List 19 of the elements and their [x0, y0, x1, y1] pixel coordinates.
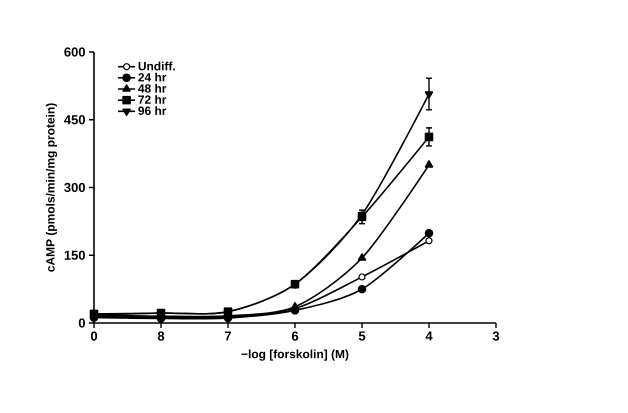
- y-tick-label: 300: [64, 182, 85, 192]
- legend-label: 48 hr: [138, 84, 166, 93]
- y-tick-label: 600: [64, 47, 85, 57]
- x-tick-label: 0: [90, 332, 98, 341]
- x-tick-label: 3: [492, 332, 500, 341]
- x-tick-label: 6: [292, 332, 298, 341]
- x-tick-label: 4: [426, 332, 433, 340]
- x-tick-label: 7: [224, 332, 232, 340]
- legend-label: 72 hr: [138, 95, 166, 104]
- legend-label: 24 hr: [138, 72, 166, 82]
- legend-label: 96 hr: [138, 106, 166, 115]
- legend-label: Undiff.: [138, 62, 175, 70]
- x-axis-title: −log [forskolin] (M): [242, 350, 348, 361]
- y-tick-label: 450: [64, 115, 85, 124]
- y-tick-label: 0: [78, 318, 85, 328]
- y-axis-title: cAMP (pmols/min/mg protein): [46, 103, 58, 272]
- y-tick-label: 150: [64, 250, 85, 260]
- x-tick-label: 8: [158, 332, 164, 341]
- x-tick-label: 5: [358, 332, 366, 341]
